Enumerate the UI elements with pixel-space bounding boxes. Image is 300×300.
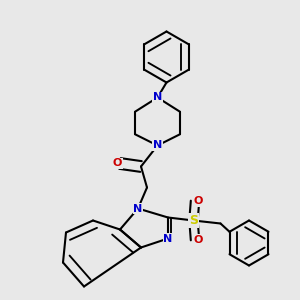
Text: O: O (113, 158, 122, 169)
Text: O: O (193, 196, 203, 206)
Text: N: N (164, 233, 172, 244)
Text: N: N (134, 203, 142, 214)
Text: S: S (189, 214, 198, 227)
Text: N: N (153, 140, 162, 151)
Text: O: O (193, 235, 203, 245)
Text: N: N (153, 92, 162, 103)
